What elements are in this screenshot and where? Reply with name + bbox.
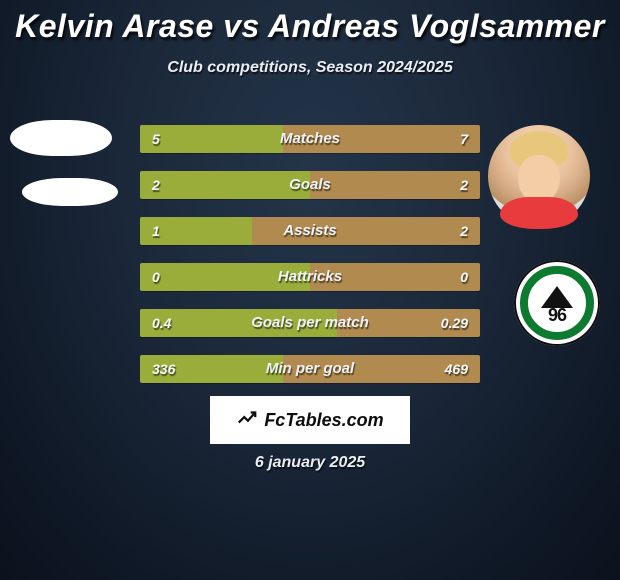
left-player-avatar	[10, 120, 112, 156]
stat-row: Goals per match0.40.29	[140, 309, 480, 337]
page-title: Kelvin Arase vs Andreas Voglsammer	[0, 8, 620, 45]
stat-right-segment	[337, 309, 480, 337]
chart-icon	[236, 407, 258, 434]
stats-container: Matches57 Goals22 Assists12 Hattricks00 Goal…	[140, 125, 480, 401]
stat-row: Goals22	[140, 171, 480, 199]
right-player-avatar	[488, 125, 590, 227]
stat-row: Assists12	[140, 217, 480, 245]
stat-right-segment	[310, 263, 480, 291]
stat-right-segment	[283, 355, 480, 383]
left-club-badge	[22, 178, 118, 206]
right-club-badge: 96	[514, 260, 600, 346]
stat-left-segment	[140, 125, 283, 153]
stat-right-segment	[283, 125, 480, 153]
stat-left-segment	[140, 309, 337, 337]
date-text: 6 january 2025	[0, 454, 620, 472]
stat-row: Hattricks00	[140, 263, 480, 291]
stat-left-segment	[140, 263, 310, 291]
stat-left-segment	[140, 171, 310, 199]
stat-left-segment	[140, 355, 283, 383]
avatar-face	[518, 155, 560, 203]
stat-row: Min per goal336469	[140, 355, 480, 383]
stat-row: Matches57	[140, 125, 480, 153]
badge-number: 96	[548, 305, 566, 326]
stat-right-segment	[310, 171, 480, 199]
stat-right-segment	[252, 217, 480, 245]
brand-badge[interactable]: FcTables.com	[210, 396, 410, 444]
stat-left-segment	[140, 217, 252, 245]
badge-ring: 96	[520, 266, 594, 340]
comparison-card: Kelvin Arase vs Andreas Voglsammer Club …	[0, 0, 620, 580]
subtitle: Club competitions, Season 2024/2025	[0, 59, 620, 77]
brand-text: FcTables.com	[264, 410, 383, 431]
avatar-shirt	[500, 197, 578, 229]
